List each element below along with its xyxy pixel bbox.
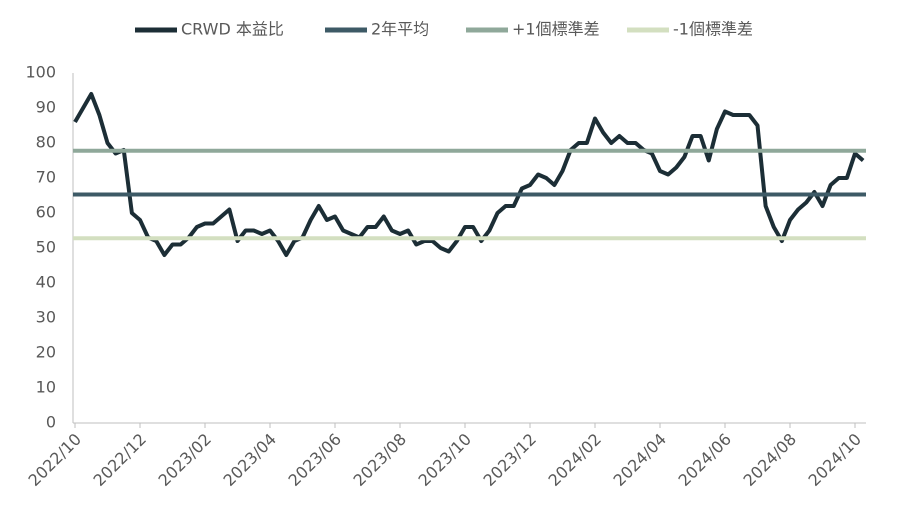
x-tick-label: 2023/08 <box>350 430 410 490</box>
legend-label: +1個標準差 <box>512 20 600 39</box>
y-tick-label: 10 <box>36 378 56 397</box>
legend-label: 2年平均 <box>371 20 429 39</box>
y-tick-label: 20 <box>36 343 56 362</box>
y-tick-label: 80 <box>36 133 56 152</box>
legend-label: CRWD 本益比 <box>181 20 284 39</box>
y-tick-label: 100 <box>25 63 56 82</box>
x-tick-label: 2024/06 <box>675 430 735 490</box>
y-tick-label: 60 <box>36 203 56 222</box>
y-tick-label: 40 <box>36 273 56 292</box>
x-tick-label: 2023/04 <box>220 430 280 490</box>
x-tick-label: 2022/12 <box>90 430 150 490</box>
y-tick-label: 0 <box>46 413 56 432</box>
series-line <box>73 92 865 257</box>
x-tick-label: 2023/12 <box>480 430 540 490</box>
x-tick-label: 2024/08 <box>740 430 800 490</box>
x-tick-label: 2024/04 <box>610 430 670 490</box>
y-tick-label: 90 <box>36 98 56 117</box>
x-tick-label: 2024/10 <box>805 430 865 490</box>
x-tick-label: 2023/10 <box>415 430 475 490</box>
x-tick-label: 2023/02 <box>155 430 215 490</box>
x-tick-label: 2024/02 <box>545 430 605 490</box>
x-tick-label: 2022/10 <box>25 430 85 490</box>
x-tick-label: 2023/06 <box>285 430 345 490</box>
y-tick-label: 50 <box>36 238 56 257</box>
y-tick-label: 70 <box>36 168 56 187</box>
legend-label: -1個標準差 <box>673 20 753 39</box>
y-tick-label: 30 <box>36 308 56 327</box>
